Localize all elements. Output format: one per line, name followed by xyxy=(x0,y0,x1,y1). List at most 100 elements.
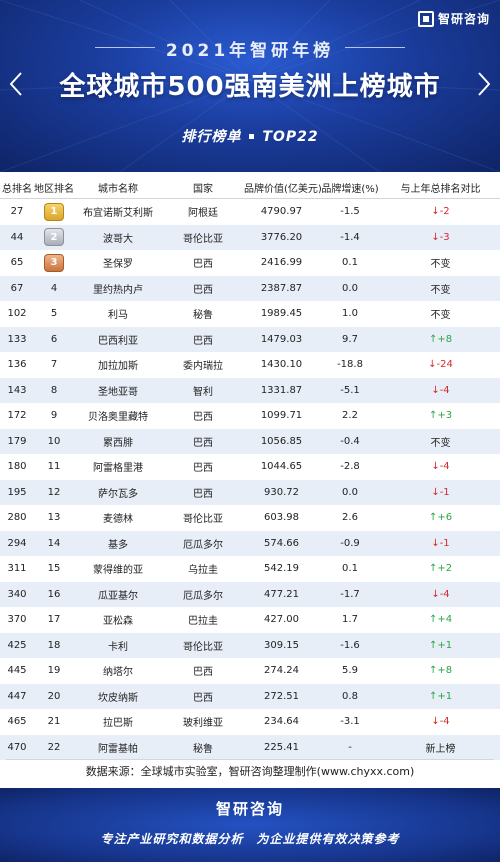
region-rank-cell: 10 xyxy=(47,435,61,447)
city-cell: 圣地亚哥 xyxy=(98,386,138,398)
brand-value-cell: 1989.45 xyxy=(260,308,303,320)
total-rank-cell: 311 xyxy=(7,563,27,575)
country-cell: 乌拉圭 xyxy=(188,565,218,577)
region-rank-cell: 11 xyxy=(47,461,61,473)
rank-change-cell: ↑+3 xyxy=(428,410,453,422)
city-cell: 麦德林 xyxy=(103,514,133,526)
total-rank-cell: 136 xyxy=(7,359,27,371)
city-cell: 纳塔尔 xyxy=(103,667,133,679)
rank-change-cell: ↑+4 xyxy=(428,614,453,626)
growth-cell: 1.0 xyxy=(342,308,358,320)
total-rank-cell: 44 xyxy=(10,231,24,243)
rank-change-cell: ↓-4 xyxy=(431,716,450,728)
source-divider xyxy=(6,759,494,760)
growth-cell: -3.1 xyxy=(340,716,360,728)
city-cell: 里约热内卢 xyxy=(93,284,143,296)
city-cell: 圣保罗 xyxy=(103,259,133,271)
city-cell: 贝洛奥里藏特 xyxy=(88,412,148,424)
city-cell: 阿雷基帕 xyxy=(98,743,138,755)
chevron-right-icon xyxy=(478,72,490,96)
region-rank-cell: 18 xyxy=(47,639,61,651)
country-cell: 秘鲁 xyxy=(193,310,213,322)
country-cell: 巴西 xyxy=(193,463,213,475)
header-banner: 智研咨询 2021年智研年榜 全球城市500强南美洲上榜城市 排行榜单 TOP22 xyxy=(0,0,500,172)
region-rank-cell: 4 xyxy=(50,282,58,294)
rank-change-cell: 不变 xyxy=(430,284,451,296)
gold-medal-icon: 1 xyxy=(44,202,64,221)
table-row: 67 4 里约热内卢 巴西 2387.87 0.0 不变 xyxy=(0,275,500,301)
total-rank-cell: 180 xyxy=(7,461,27,473)
city-cell: 累西腓 xyxy=(103,437,133,449)
brand-value-cell: 574.66 xyxy=(264,537,299,549)
table-row: 27 1 布宜诺斯艾利斯 阿根廷 4790.97 -1.5 ↓-2 xyxy=(0,199,500,225)
ranking-table: 总排名 地区排名 城市名称 国家 品牌价值(亿美元) 品牌增速(%) 与上年总排… xyxy=(0,176,500,760)
year-divider-left xyxy=(95,47,155,48)
total-rank-cell: 195 xyxy=(7,486,27,498)
brand-value-cell: 234.64 xyxy=(264,716,299,728)
table-row: 447 20 坎皮纳斯 巴西 272.51 0.8 ↑+1 xyxy=(0,683,500,709)
country-cell: 委内瑞拉 xyxy=(183,361,223,373)
growth-cell: -0.9 xyxy=(340,537,360,549)
brand-value-cell: 477.21 xyxy=(264,588,299,600)
brand-value-cell: 427.00 xyxy=(264,614,299,626)
brand-value-cell: 542.19 xyxy=(264,563,299,575)
rank-change-cell: ↑+2 xyxy=(428,563,453,575)
region-rank-cell: 13 xyxy=(47,512,61,524)
table-row: 425 18 卡利 哥伦比亚 309.15 -1.6 ↑+1 xyxy=(0,632,500,658)
rank-change-cell: ↓-4 xyxy=(431,384,450,396)
footer-brand: 智研咨询 xyxy=(215,800,284,818)
country-cell: 巴西 xyxy=(193,259,213,271)
table-row: 311 15 蒙得维的亚 乌拉圭 542.19 0.1 ↑+2 xyxy=(0,556,500,582)
city-cell: 蒙得维的亚 xyxy=(93,565,143,577)
rank-change-cell: ↓-1 xyxy=(431,486,450,498)
table-row: 280 13 麦德林 哥伦比亚 603.98 2.6 ↑+6 xyxy=(0,505,500,531)
total-rank-cell: 280 xyxy=(7,512,27,524)
region-rank-cell: 1 xyxy=(34,202,74,221)
brand-value-cell: 1044.65 xyxy=(260,461,303,473)
city-cell: 萨尔瓦多 xyxy=(98,488,138,500)
growth-cell: 9.7 xyxy=(342,333,358,345)
country-cell: 哥伦比亚 xyxy=(183,233,223,245)
region-rank-cell: 22 xyxy=(47,741,61,753)
total-rank-cell: 27 xyxy=(10,206,24,218)
growth-cell: -1.7 xyxy=(340,588,360,600)
chevron-left-icon xyxy=(10,72,22,96)
brand-value-cell: 2416.99 xyxy=(260,257,303,269)
country-cell: 巴西 xyxy=(193,437,213,449)
col-brand-value: 品牌价值(亿美元) xyxy=(244,183,322,195)
logo-icon xyxy=(417,10,434,27)
rank-change-cell: ↑+8 xyxy=(428,333,453,345)
table-row: 340 16 瓜亚基尔 厄瓜多尔 477.21 -1.7 ↓-4 xyxy=(0,581,500,607)
total-rank-cell: 470 xyxy=(7,741,27,753)
city-cell: 阿雷格里港 xyxy=(93,463,143,475)
table-row: 370 17 亚松森 巴拉圭 427.00 1.7 ↑+4 xyxy=(0,607,500,633)
total-rank-cell: 370 xyxy=(7,614,27,626)
region-rank-cell: 20 xyxy=(47,690,61,702)
growth-cell: 5.9 xyxy=(342,665,358,677)
rank-change-cell: ↓-24 xyxy=(428,359,453,371)
rank-change-cell: ↑+8 xyxy=(428,665,453,677)
city-cell: 坎皮纳斯 xyxy=(98,692,138,704)
growth-cell: 0.8 xyxy=(342,690,358,702)
footer-banner: 智研咨询 专注产业研究和数据分析 为企业提供有效决策参考 xyxy=(0,788,500,862)
table-row: 172 9 贝洛奥里藏特 巴西 1099.71 2.2 ↑+3 xyxy=(0,403,500,429)
country-cell: 巴西 xyxy=(193,488,213,500)
country-cell: 阿根廷 xyxy=(188,208,218,220)
growth-cell: -0.4 xyxy=(340,435,360,447)
brand-value-cell: 1099.71 xyxy=(260,410,303,422)
brand-value-cell: 1056.85 xyxy=(260,435,303,447)
brand-value-cell: 1331.87 xyxy=(260,384,303,396)
growth-cell: 0.0 xyxy=(342,282,358,294)
growth-cell: 2.2 xyxy=(342,410,358,422)
brand-value-cell: 274.24 xyxy=(264,665,299,677)
table-row: 143 8 圣地亚哥 智利 1331.87 -5.1 ↓-4 xyxy=(0,377,500,403)
brand-value-cell: 1479.03 xyxy=(260,333,303,345)
total-rank-cell: 133 xyxy=(7,333,27,345)
country-cell: 智利 xyxy=(193,386,213,398)
country-cell: 巴西 xyxy=(193,667,213,679)
total-rank-cell: 67 xyxy=(10,282,24,294)
table-row: 195 12 萨尔瓦多 巴西 930.72 0.0 ↓-1 xyxy=(0,479,500,505)
table-row: 136 7 加拉加斯 委内瑞拉 1430.10 -18.8 ↓-24 xyxy=(0,352,500,378)
region-rank-cell: 17 xyxy=(47,614,61,626)
total-rank-cell: 425 xyxy=(7,639,27,651)
